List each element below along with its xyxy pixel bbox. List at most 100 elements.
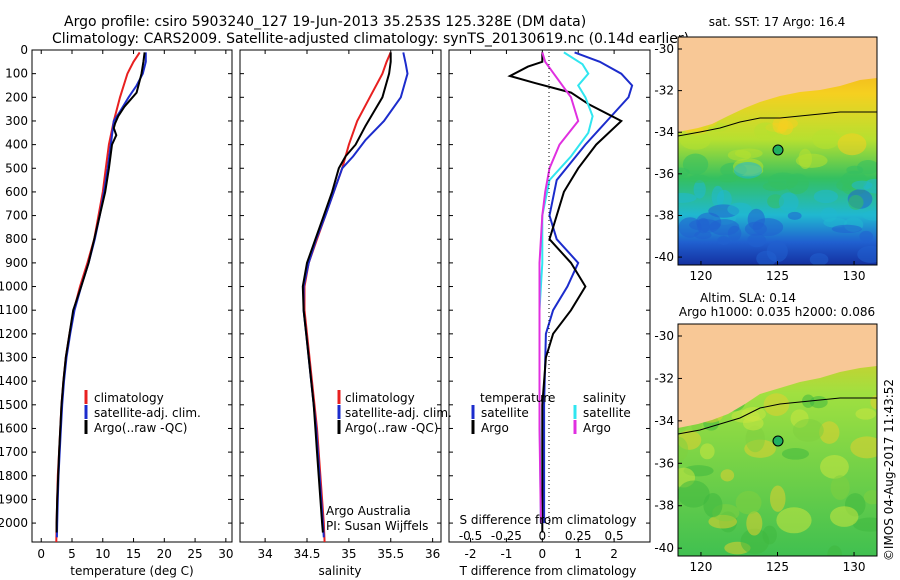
- difference-plot: -2 -1 0 1 2 -0.5 -0.25 0 0.25 0.5: [459, 50, 634, 561]
- map-x-tick-label: 120: [690, 269, 713, 283]
- sst-blob: [848, 195, 864, 210]
- land-area: [678, 324, 877, 428]
- y-tick-label: 100: [5, 67, 28, 81]
- map-y-tick-label: -34: [654, 414, 674, 428]
- temperature-legend: climatology satellite-adj. clim. Argo(..…: [84, 390, 201, 435]
- sst-blob: [689, 219, 721, 231]
- map-y-tick-label: -40: [654, 250, 674, 264]
- y-tick-label: 1500: [0, 398, 28, 412]
- sst-blob: [837, 133, 867, 156]
- sst-blob: [680, 131, 711, 150]
- x-tick-label: 0: [37, 547, 45, 561]
- sst-blob: [809, 253, 829, 265]
- s-tick-label: -0.25: [491, 529, 522, 543]
- map-y-tick-label: -30: [654, 329, 674, 343]
- y-tick-label: 900: [5, 256, 28, 270]
- sst-blob: [851, 180, 873, 190]
- y-tick-label: 400: [5, 138, 28, 152]
- sla-blob: [820, 455, 849, 479]
- sst-map-image: [678, 37, 877, 265]
- legend-label: climatology: [345, 391, 415, 405]
- sst-blob: [766, 240, 788, 263]
- sla-blob: [781, 448, 810, 460]
- map-x-tick-label: 130: [843, 560, 866, 574]
- legend-title-salinity: salinity: [583, 391, 626, 405]
- sla-blob: [776, 507, 812, 534]
- sst-blob: [813, 189, 838, 204]
- legend-label: satellite: [481, 406, 529, 420]
- series-line-s-argo: [538, 52, 580, 524]
- land-area: [678, 37, 877, 132]
- temperature-axes: [31, 49, 233, 543]
- sst-blob: [693, 180, 706, 199]
- depth-ticks: 0 100 200 300 400 500 600 700 800 900 1000 1100 1200…: [0, 43, 650, 530]
- sla-blob: [792, 418, 824, 442]
- x-tick-label: 5: [68, 547, 76, 561]
- x-tick-label: 0: [539, 547, 547, 561]
- sla-blob: [855, 408, 876, 420]
- sla-blob: [809, 395, 828, 409]
- s-tick-label: 0.5: [605, 529, 624, 543]
- legend-label: satellite-adj. clim.: [94, 406, 201, 420]
- series-group: [507, 51, 634, 533]
- sla-map-title2: Argo h1000: 0.035 h2000: 0.086: [679, 305, 875, 319]
- sla-blob: [829, 506, 859, 527]
- salinity-xlabel: salinity: [318, 564, 361, 578]
- series-group: [55, 51, 147, 542]
- x-tick-label: -1: [500, 547, 512, 561]
- series-group: [301, 52, 409, 542]
- series-line-t-argo: [507, 52, 624, 533]
- sla-blob: [720, 469, 735, 482]
- series-line-t-satellite: [543, 51, 634, 524]
- salinity-legend: climatology satellite-adj. clim. Argo(..…: [326, 390, 452, 533]
- series-line-argo: [301, 52, 392, 533]
- sla-map-title: Altim. SLA: 0.14: [700, 291, 796, 305]
- y-tick-label: 700: [5, 209, 28, 223]
- sst-blob: [777, 120, 794, 136]
- sst-blob: [682, 153, 709, 175]
- y-tick-label: 1900: [0, 492, 28, 506]
- x-tick-label: 35.5: [377, 547, 404, 561]
- sla-map-ticks: 120 125 130 -30 -32 -34 -36 -38 -40: [654, 329, 865, 574]
- sst-map-ticks: 120 125 130 -30 -32 -34 -36 -38 -40: [654, 42, 865, 283]
- map-x-tick-label: 125: [766, 560, 789, 574]
- legend-label: Argo(..raw -QC): [94, 421, 187, 435]
- s-difference-xlabel: S difference from climatology: [460, 513, 637, 527]
- x-tick-label: 10: [95, 547, 110, 561]
- sla-blob: [731, 409, 760, 423]
- sst-blob: [727, 149, 752, 161]
- coastline-contour: [678, 111, 877, 137]
- sla-blob: [850, 436, 877, 459]
- sst-blob: [798, 148, 812, 170]
- salinity-axes: [239, 49, 442, 543]
- header-line1: Argo profile: csiro 5903240_127 19-Jun-2…: [64, 14, 586, 30]
- x-tick-label: 34: [257, 547, 272, 561]
- y-tick-label: 1700: [0, 445, 28, 459]
- sla-blob: [735, 490, 762, 515]
- y-tick-label: 1800: [0, 469, 28, 483]
- y-tick-label: 1100: [0, 303, 28, 317]
- sst-blob: [711, 185, 725, 208]
- y-tick-label: 500: [5, 161, 28, 175]
- sst-blob: [857, 245, 877, 263]
- sla-blob: [819, 421, 840, 444]
- header-line2: Climatology: CARS2009. Satellite-adjuste…: [52, 31, 689, 47]
- sst-blob: [744, 221, 767, 236]
- x-tick-label: 25: [187, 547, 202, 561]
- sst-blob: [862, 210, 877, 221]
- sst-blob: [754, 122, 778, 140]
- map-x-tick-label: 130: [843, 269, 866, 283]
- s-tick-label: -0.5: [459, 529, 482, 543]
- map-y-tick-label: -32: [654, 371, 674, 385]
- legend-label: climatology: [94, 391, 164, 405]
- sst-blob: [717, 235, 731, 246]
- y-tick-label: 600: [5, 185, 28, 199]
- difference-axes: [448, 49, 651, 543]
- t-difference-xlabel: T difference from climatology: [459, 564, 637, 578]
- legend-label: satellite-adj. clim.: [345, 406, 452, 420]
- temperature-plot: 0 5 10 15 20 25 30: [37, 50, 233, 561]
- sst-blob: [859, 230, 874, 242]
- sla-blob: [863, 489, 877, 505]
- sla-blob: [745, 425, 765, 453]
- sla-blob: [870, 395, 877, 410]
